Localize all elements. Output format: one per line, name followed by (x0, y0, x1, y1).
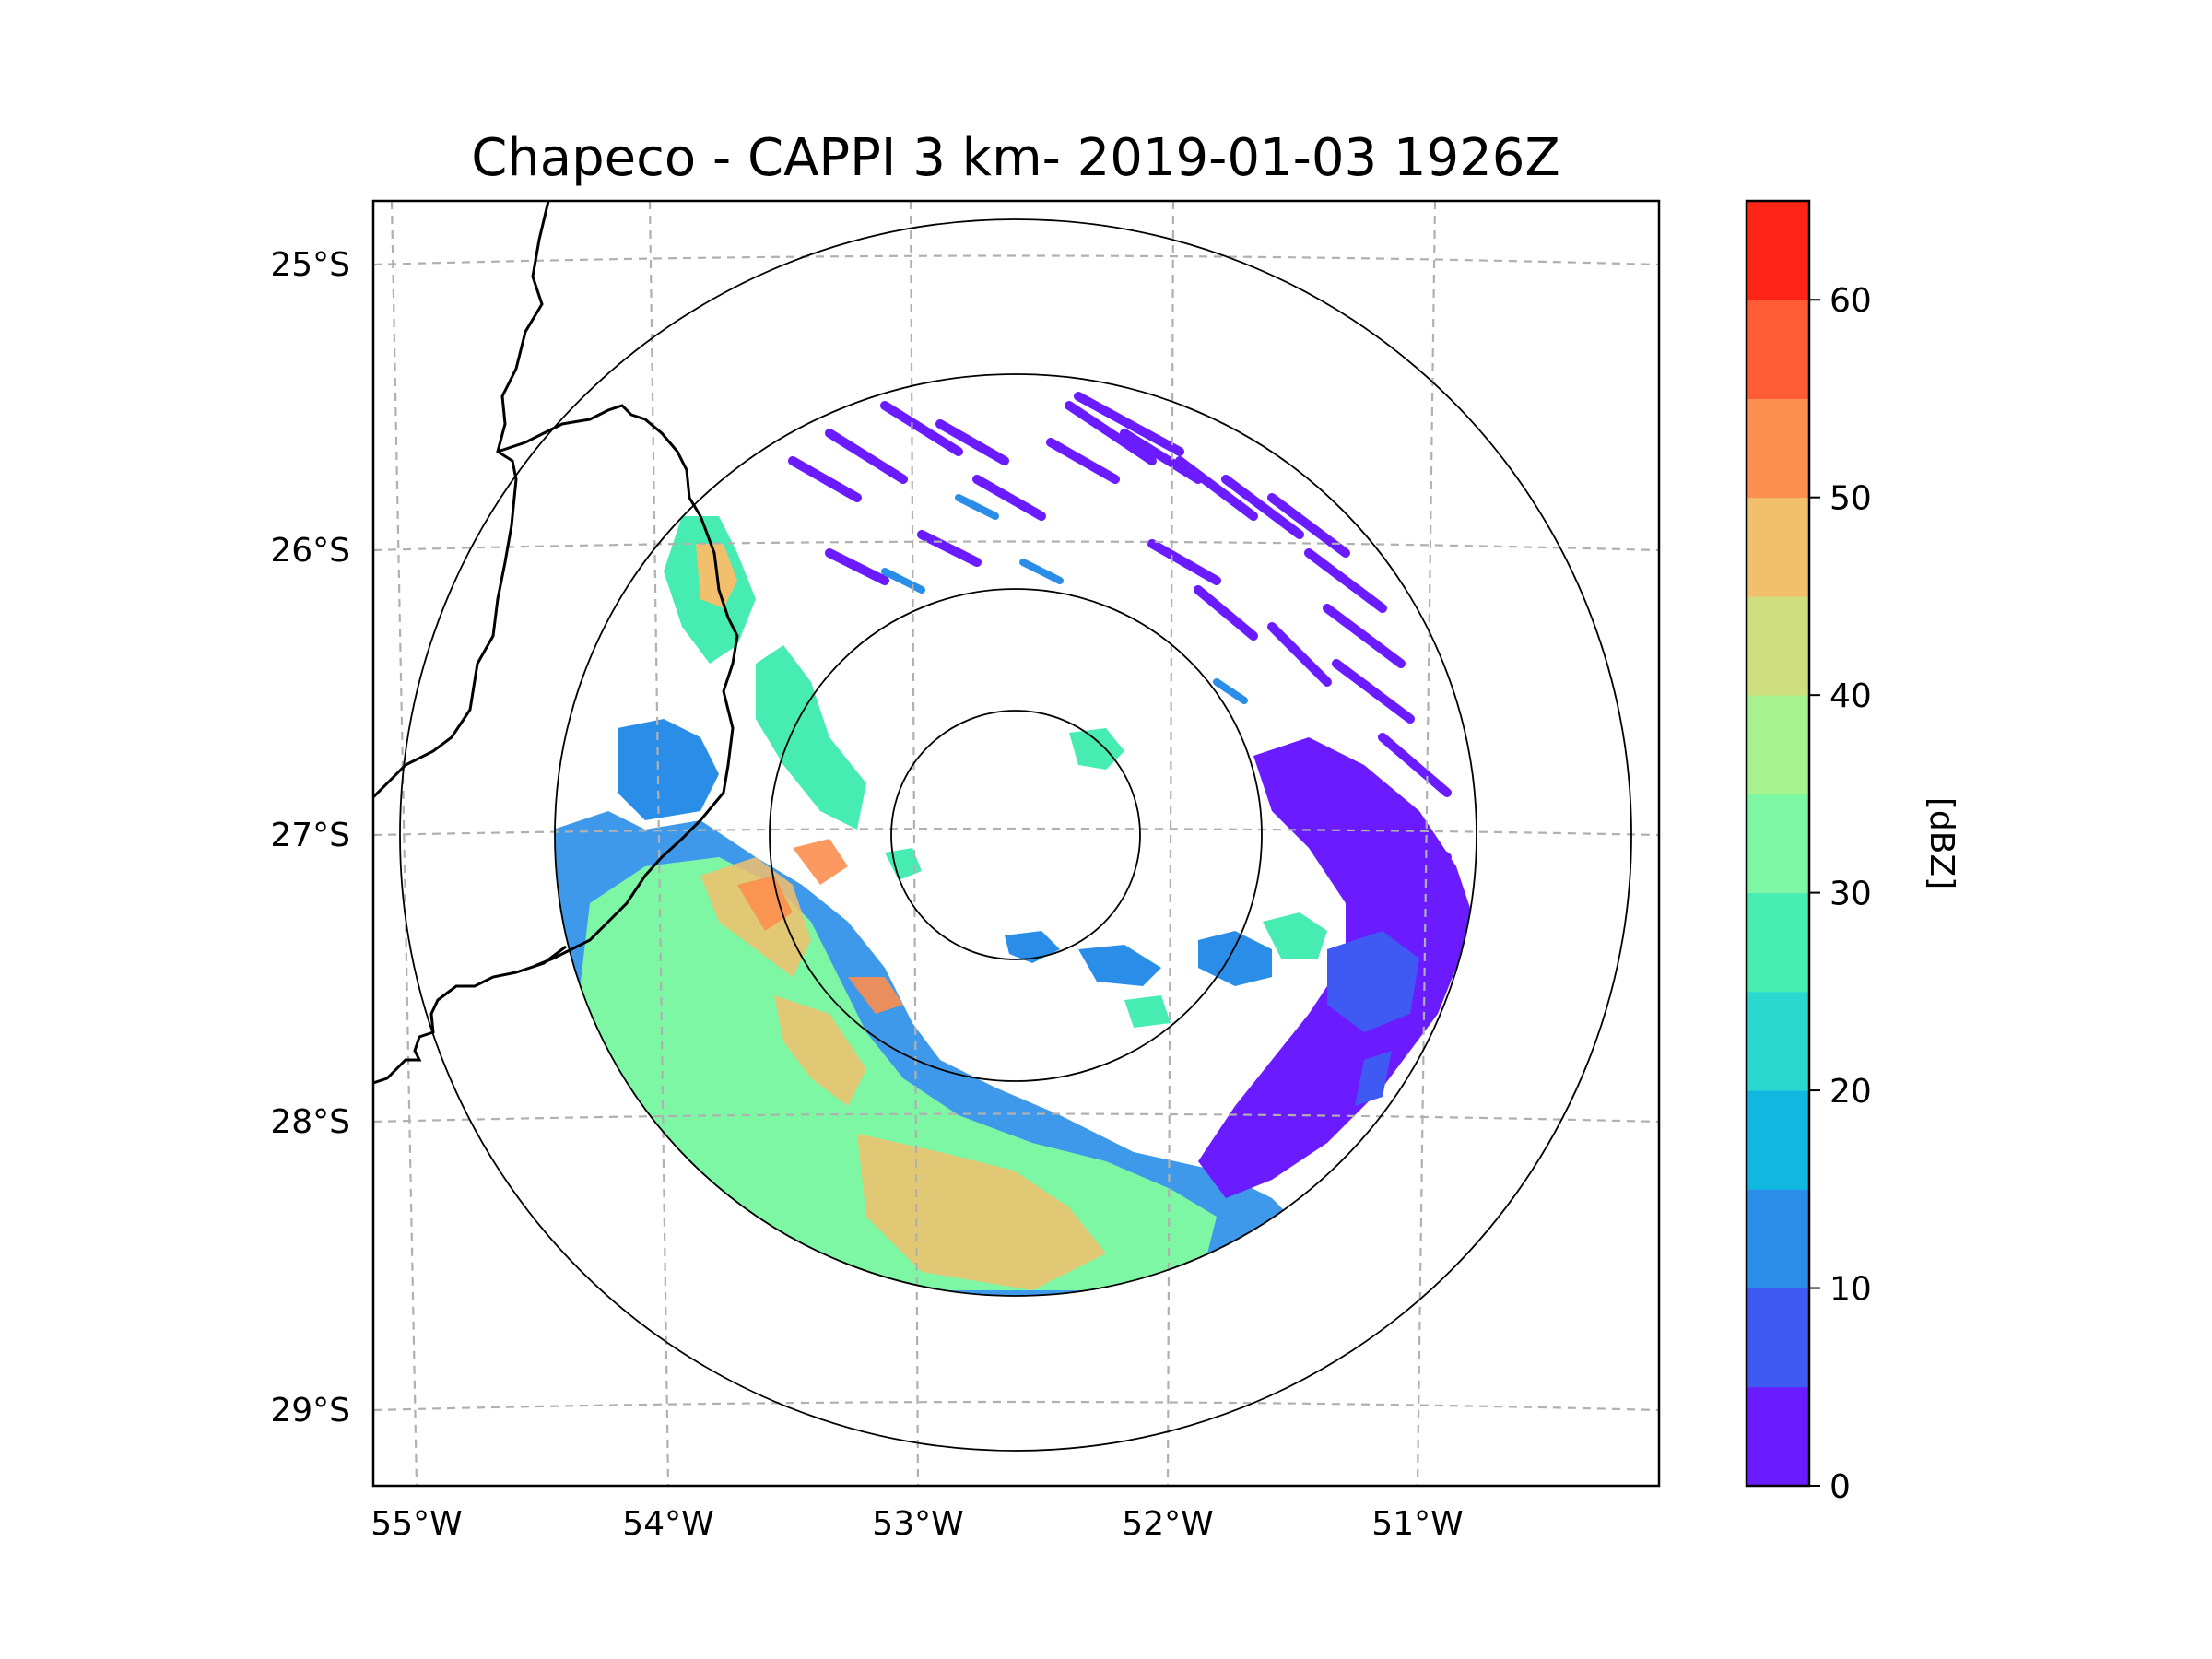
parallel-26S (373, 540, 1659, 552)
colorbar-tick-label: 20 (1830, 1073, 1872, 1111)
lat-label-29S: 29°S (270, 1392, 350, 1430)
lon-label-51W: 51°W (1371, 1505, 1463, 1543)
parallel-25S (373, 254, 1659, 266)
parallel-28S (373, 1112, 1659, 1124)
graticule (373, 201, 1659, 1486)
echo-e-cell-3 (1078, 945, 1161, 986)
colorbar-tick-label: 60 (1830, 282, 1872, 320)
meridian-51W (1416, 201, 1437, 1486)
range-ring-2 (769, 588, 1263, 1082)
colorbar-segment (1747, 398, 1809, 499)
colorbar-ticks: 0 10 20 30 40 50 60 (1809, 282, 1872, 1506)
echo-n-cell (1069, 728, 1124, 770)
state-border-1 (497, 404, 739, 968)
echo-sw-orange (700, 857, 1106, 1290)
reflectivity-echoes (555, 392, 1475, 1296)
echo-north-streaks (788, 392, 1461, 926)
plot-frame (371, 199, 1661, 1488)
lat-label-27S: 27°S (270, 817, 350, 854)
parallel-27S (373, 827, 1659, 837)
colorbar-segment (1747, 991, 1809, 1091)
lon-label-52W: 52°W (1122, 1505, 1213, 1543)
colorbar-segment (1747, 794, 1809, 894)
chart-title: Chapeco - CAPPI 3 km- 2019-01-03 1926Z (471, 128, 1560, 188)
echo-north-streaks-blue (881, 494, 1248, 704)
colorbar-segment (1747, 497, 1809, 597)
colorbar-segment (1747, 595, 1809, 696)
colorbar-frame (1745, 199, 1811, 1488)
colorbar-tick-label: 50 (1830, 480, 1872, 518)
meridian-53W (909, 201, 920, 1486)
range-rings (399, 218, 1632, 1452)
lon-label-55W: 55°W (371, 1505, 462, 1543)
meridian-52W (1166, 201, 1175, 1486)
echo-sw-red (737, 839, 903, 1014)
echo-w-strip (756, 645, 866, 830)
meridian-54W (648, 201, 670, 1486)
echo-e-blue (1327, 931, 1419, 1106)
colorbar-tick-label: 10 (1830, 1271, 1872, 1309)
lon-label-53W: 53°W (872, 1505, 963, 1543)
echo-small-1 (885, 848, 922, 880)
range-ring-1 (890, 710, 1141, 960)
lat-label-26S: 26°S (270, 532, 350, 570)
echo-e-purple (1198, 737, 1475, 1198)
colorbar-segment (1747, 1288, 1809, 1388)
colorbar: 0 10 20 30 40 50 60 [dBZ] (1745, 199, 1960, 1506)
meridian-55W (390, 201, 418, 1486)
echo-small-2 (1124, 995, 1171, 1028)
colorbar-label: [dBZ] (1923, 797, 1960, 889)
map-plot-area (373, 201, 1659, 1486)
lon-labels: 55°W 54°W 53°W 52°W 51°W (371, 1505, 1463, 1543)
colorbar-segment (1747, 1090, 1809, 1190)
colorbar-tick-label: 40 (1830, 677, 1872, 715)
colorbar-tick-label: 0 (1830, 1468, 1851, 1506)
echo-w-blob (618, 719, 719, 820)
colorbar-segment (1747, 1189, 1809, 1289)
lon-label-54W: 54°W (622, 1505, 713, 1543)
country-border (373, 201, 550, 799)
state-border-2 (373, 945, 567, 1085)
echo-e-cell (1198, 931, 1272, 986)
lat-label-25S: 25°S (270, 246, 350, 284)
colorbar-segment (1747, 1386, 1809, 1487)
lat-labels: 25°S 26°S 27°S 28°S 29°S (270, 246, 350, 1430)
echo-sw-green (571, 857, 1217, 1290)
echo-e-cell-2 (1263, 912, 1327, 959)
parallel-29S (373, 1400, 1659, 1412)
range-ring-4 (399, 218, 1632, 1452)
colorbar-tick-label: 30 (1830, 876, 1872, 913)
lat-label-28S: 28°S (270, 1103, 350, 1141)
colorbar-segments (1747, 201, 1809, 1487)
colorbar-segment (1747, 695, 1809, 794)
colorbar-segment (1747, 201, 1809, 300)
colorbar-segment (1747, 300, 1809, 399)
range-ring-3 (554, 373, 1477, 1297)
colorbar-segment (1747, 892, 1809, 993)
